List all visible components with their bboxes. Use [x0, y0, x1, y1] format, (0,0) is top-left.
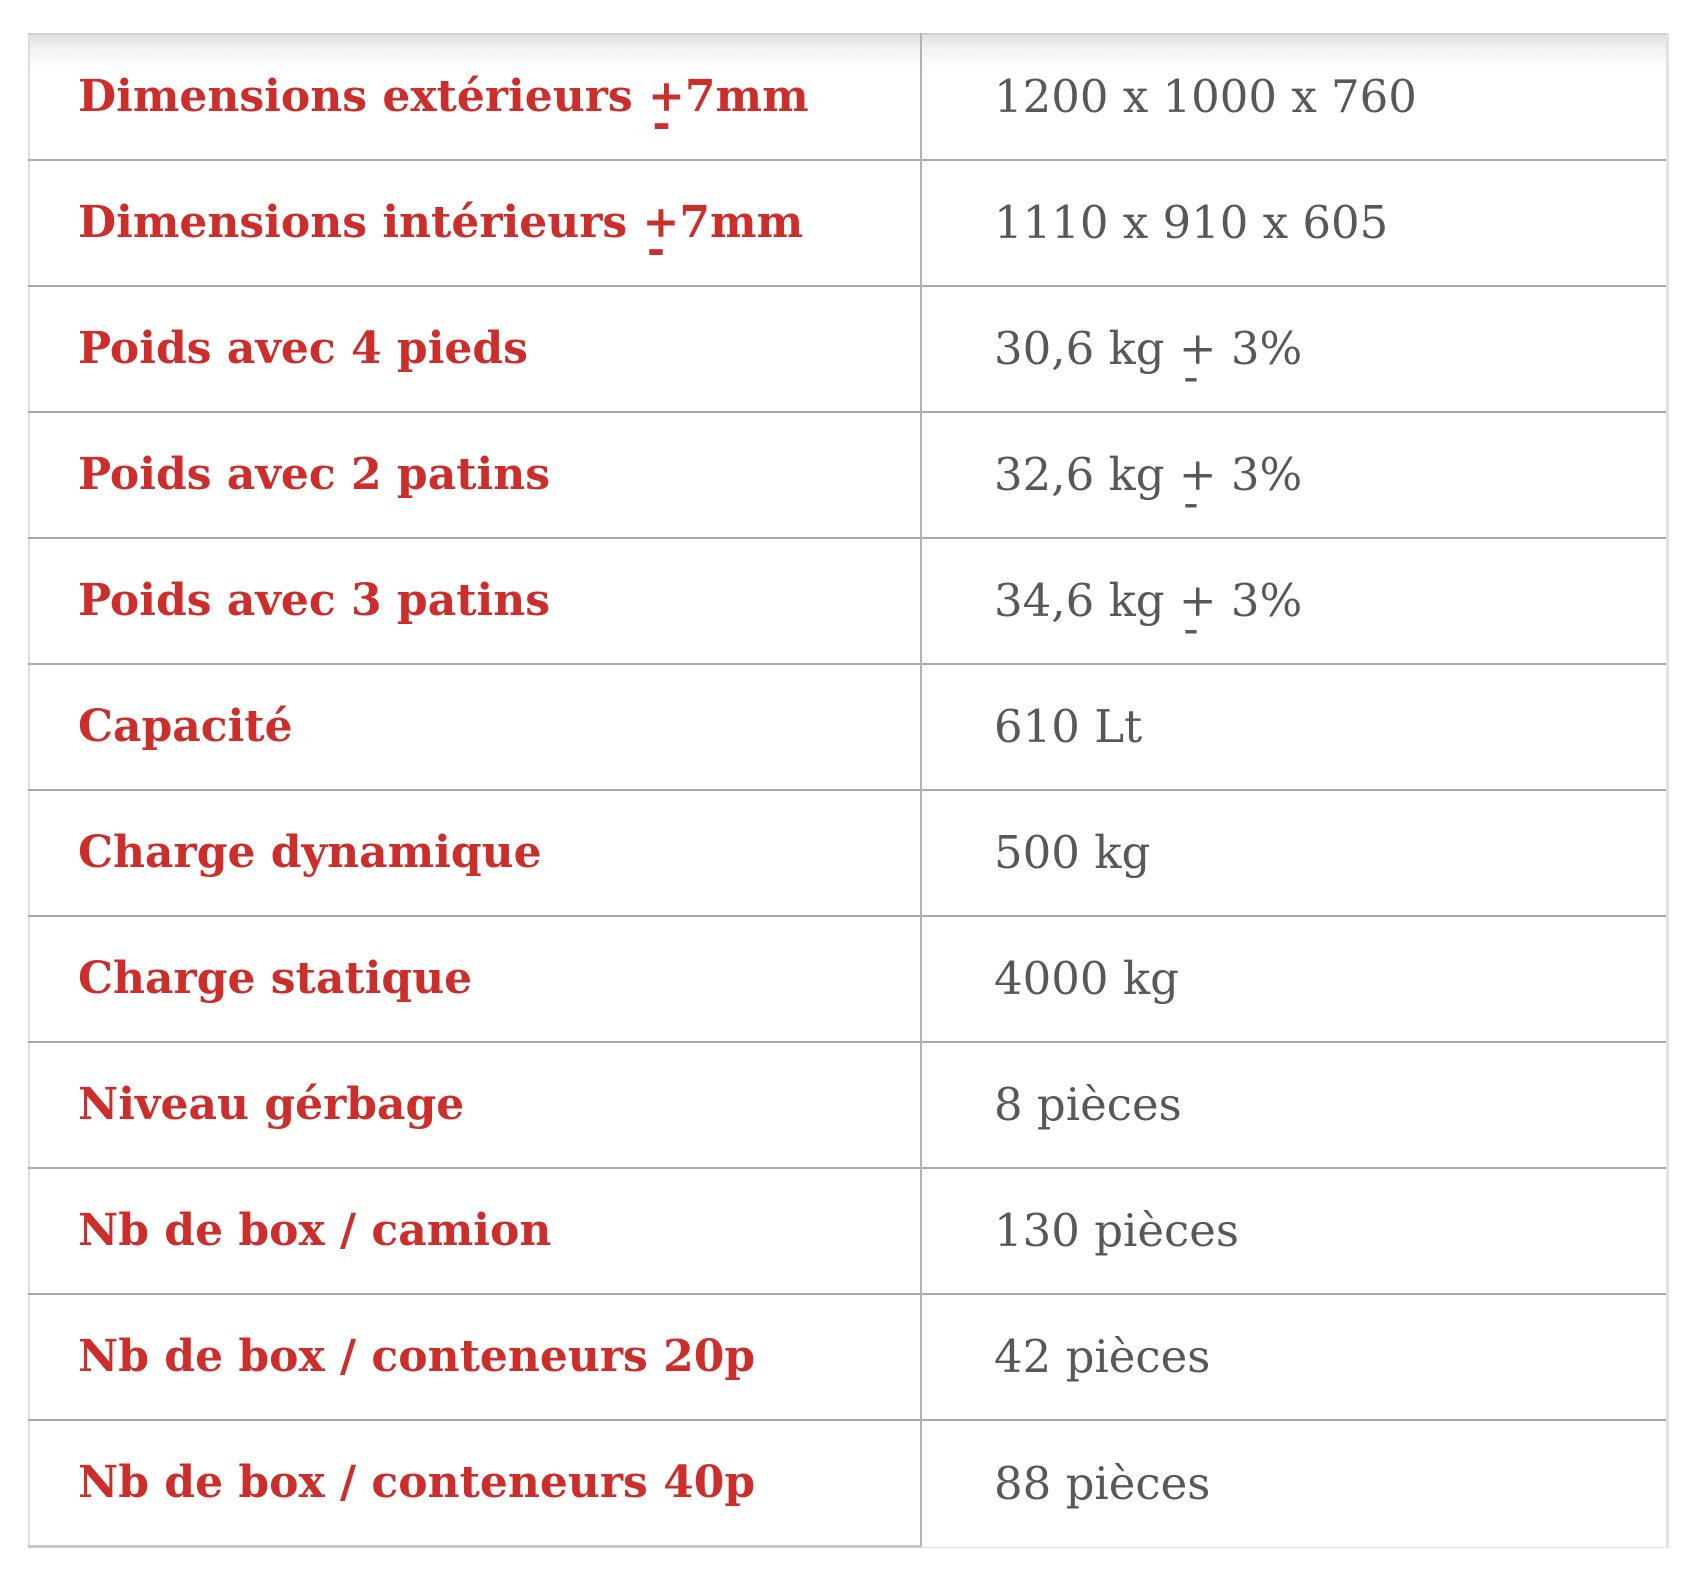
spec-label: Niveau gérbage: [29, 1041, 922, 1168]
spec-value: 32,6 kg + - 3%: [921, 411, 1668, 538]
spec-value: 610 Lt: [921, 663, 1668, 790]
spec-value: 130 pièces: [921, 1167, 1668, 1294]
spec-label: Poids avec 2 patins: [29, 411, 922, 538]
spec-label: Poids avec 3 patins: [29, 537, 922, 664]
table-row: Capacité 610 Lt: [29, 663, 1668, 790]
spec-label: Nb de box / camion: [29, 1167, 922, 1294]
spec-label: Dimensions extérieurs + -7mm: [29, 34, 922, 160]
table-row: Nb de box / conteneurs 20p 42 pièces: [29, 1293, 1668, 1420]
table-row: Charge statique 4000 kg: [29, 915, 1668, 1042]
table-row: Charge dynamique 500 kg: [29, 789, 1668, 916]
spec-value: 500 kg: [921, 789, 1668, 916]
table-row: Poids avec 4 pieds 30,6 kg + - 3%: [29, 285, 1668, 412]
table-row: Dimensions extérieurs + -7mm 1200 x 1000 …: [29, 34, 1668, 160]
spec-label: Charge dynamique: [29, 789, 922, 916]
spec-value: 8 pièces: [921, 1041, 1668, 1168]
plus-minus-symbol: + -: [648, 70, 685, 149]
plus-minus-symbol: + -: [1178, 574, 1217, 655]
plus-minus-symbol: + -: [1178, 448, 1217, 529]
spec-label: Dimensions intérieurs + -7mm: [29, 159, 922, 286]
table-row: Poids avec 3 patins 34,6 kg + - 3%: [29, 537, 1668, 664]
spec-label: Charge statique: [29, 915, 922, 1042]
spec-value: 4000 kg: [921, 915, 1668, 1042]
spec-value: 34,6 kg + - 3%: [921, 537, 1668, 664]
spec-value: 1200 x 1000 x 760: [994, 70, 1417, 123]
spec-label: Capacité: [29, 663, 922, 790]
plus-minus-symbol: + -: [1178, 322, 1217, 403]
plus-minus-symbol: + -: [642, 196, 680, 275]
table-row: Dimensions intérieurs + -7mm 1110 x 910 x…: [29, 159, 1668, 286]
spec-label: Nb de box / conteneurs 40p: [29, 1419, 922, 1548]
spec-label: Poids avec 4 pieds: [29, 285, 922, 412]
spec-table-body: Dimensions extérieurs + -7mm 1200 x 1000 …: [29, 34, 1668, 1548]
page: Dimensions extérieurs + -7mm 1200 x 1000 …: [28, 33, 1669, 1548]
spec-value: 42 pièces: [921, 1293, 1668, 1420]
spec-table: Dimensions extérieurs + -7mm 1200 x 1000 …: [28, 33, 1669, 1548]
table-row: Poids avec 2 patins 32,6 kg + - 3%: [29, 411, 1668, 538]
spec-value: 1110 x 910 x 605: [921, 159, 1668, 286]
table-row: Niveau gérbage 8 pièces: [29, 1041, 1668, 1168]
table-row: Nb de box / camion 130 pièces: [29, 1167, 1668, 1294]
spec-value: 88 pièces: [921, 1419, 1668, 1547]
spec-value: 30,6 kg + - 3%: [921, 285, 1668, 412]
table-row: Nb de box / conteneurs 40p 88 pièces: [29, 1419, 1668, 1548]
spec-label: Nb de box / conteneurs 20p: [29, 1293, 922, 1420]
